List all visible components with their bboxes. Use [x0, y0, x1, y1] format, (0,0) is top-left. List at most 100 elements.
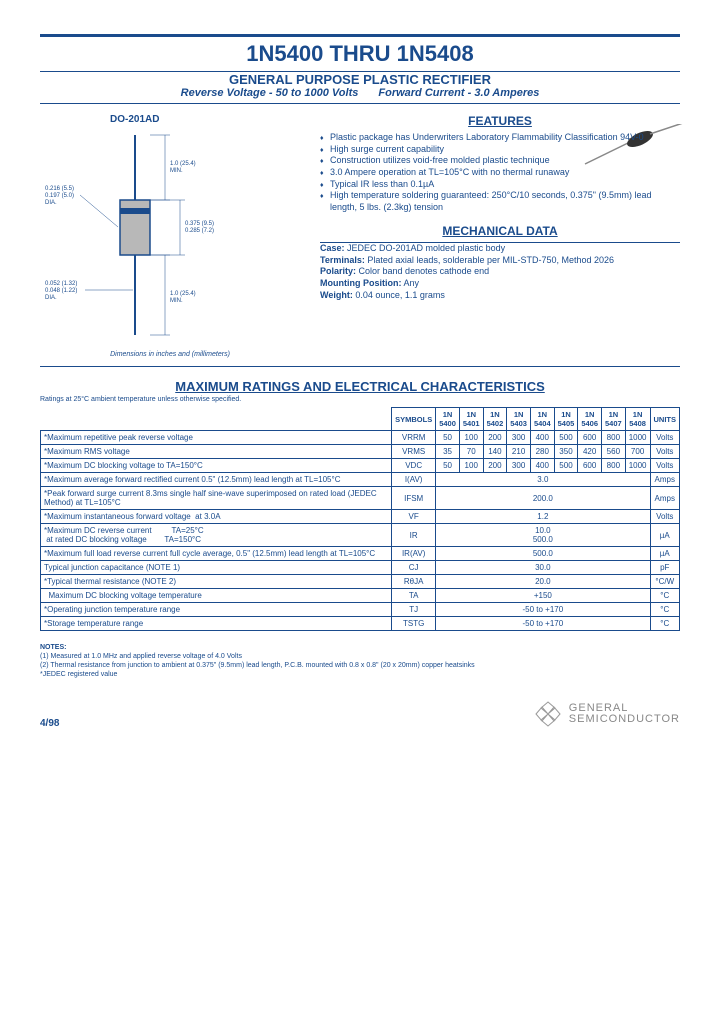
- value-cell: 500: [554, 459, 578, 473]
- feature-item: High temperature soldering guaranteed: 2…: [320, 190, 680, 213]
- value-cell: 1000: [625, 431, 650, 445]
- value-cell: 400: [530, 431, 554, 445]
- feature-item: Plastic package has Underwriters Laborat…: [320, 132, 680, 144]
- param-cell: *Operating junction temperature range: [41, 603, 392, 617]
- value-cell: 1000: [625, 459, 650, 473]
- polarity-label: Polarity:: [320, 266, 356, 276]
- column-header: 1N5408: [625, 408, 650, 431]
- unit-cell: °C: [650, 617, 680, 631]
- column-header: 1N5401: [459, 408, 483, 431]
- logo-text: GENERAL SEMICONDUCTOR: [569, 703, 680, 725]
- svg-text:0.052 (1.32): 0.052 (1.32): [45, 281, 77, 287]
- ratings-note: Ratings at 25°C ambient temperature unle…: [40, 396, 680, 403]
- column-header: 1N5403: [507, 408, 531, 431]
- mechanical-data: Case: JEDEC DO-201AD molded plastic body…: [320, 243, 680, 301]
- subtitle-rule: [40, 103, 680, 104]
- ratings-title: MAXIMUM RATINGS AND ELECTRICAL CHARACTER…: [40, 379, 680, 394]
- value-cell: 300: [507, 459, 531, 473]
- unit-cell: °C/W: [650, 575, 680, 589]
- value-cell: -50 to +170: [436, 603, 650, 617]
- symbol-cell: VRMS: [392, 445, 436, 459]
- symbol-cell: TSTG: [392, 617, 436, 631]
- symbol-cell: VDC: [392, 459, 436, 473]
- symbol-cell: IR: [392, 524, 436, 547]
- feature-item: Construction utilizes void-free molded p…: [320, 155, 680, 167]
- mounting-label: Mounting Position:: [320, 278, 401, 288]
- case-label: Case:: [320, 243, 345, 253]
- case-value: JEDEC DO-201AD molded plastic body: [347, 243, 505, 253]
- param-cell: *Peak forward surge current 8.3ms single…: [41, 487, 392, 510]
- svg-text:0.197 (5.0): 0.197 (5.0): [45, 193, 74, 199]
- note-line: (1) Measured at 1.0 MHz and applied reve…: [40, 652, 680, 661]
- forward-current: Forward Current - 3.0 Amperes: [378, 87, 539, 99]
- table-row: *Maximum DC reverse current TA=25°C at r…: [41, 524, 680, 547]
- table-header-row: SYMBOLS1N54001N54011N54021N54031N54041N5…: [41, 408, 680, 431]
- column-header: 1N5404: [530, 408, 554, 431]
- column-header: SYMBOLS: [392, 408, 436, 431]
- param-cell: *Maximum average forward rectified curre…: [41, 473, 392, 487]
- value-cell: 600: [578, 459, 602, 473]
- polarity-value: Color band denotes cathode end: [359, 266, 490, 276]
- footer: 4/98 GENERAL SEMICONDUCTOR: [40, 699, 680, 729]
- top-section: DO-201AD 1.0 (25.4) MIN. 0.375 (9.5) 0.2…: [40, 114, 680, 358]
- value-cell: 35: [436, 445, 460, 459]
- logo-line2: SEMICONDUCTOR: [569, 714, 680, 725]
- dimension-note: Dimensions in inches and (millimeters): [40, 351, 300, 358]
- svg-text:0.048 (1.22): 0.048 (1.22): [45, 288, 77, 294]
- table-row: *Peak forward surge current 8.3ms single…: [41, 487, 680, 510]
- terminals-label: Terminals:: [320, 255, 365, 265]
- notes-heading: NOTES:: [40, 644, 66, 651]
- value-cell: 100: [459, 431, 483, 445]
- value-cell: 100: [459, 459, 483, 473]
- value-cell: 210: [507, 445, 531, 459]
- svg-text:0.375 (9.5): 0.375 (9.5): [185, 221, 214, 227]
- table-row: Maximum DC blocking voltage temperatureT…: [41, 589, 680, 603]
- param-cell: *Maximum DC reverse current TA=25°C at r…: [41, 524, 392, 547]
- svg-text:MIN.: MIN.: [170, 168, 183, 174]
- svg-text:DIA.: DIA.: [45, 295, 57, 301]
- value-cell: 30.0: [436, 561, 650, 575]
- table-row: *Maximum DC blocking voltage to TA=150°C…: [41, 459, 680, 473]
- symbol-cell: CJ: [392, 561, 436, 575]
- package-diagram-col: DO-201AD 1.0 (25.4) MIN. 0.375 (9.5) 0.2…: [40, 114, 300, 358]
- company-logo: GENERAL SEMICONDUCTOR: [533, 699, 680, 729]
- mounting-value: Any: [404, 278, 420, 288]
- symbol-cell: TJ: [392, 603, 436, 617]
- terminals-value: Plated axial leads, solderable per MIL-S…: [367, 255, 614, 265]
- param-cell: *Maximum instantaneous forward voltage a…: [41, 510, 392, 524]
- value-cell: 50: [436, 459, 460, 473]
- notes-section: NOTES: (1) Measured at 1.0 MHz and appli…: [40, 643, 680, 679]
- value-cell: 500: [554, 431, 578, 445]
- unit-cell: °C: [650, 603, 680, 617]
- symbol-cell: RθJA: [392, 575, 436, 589]
- value-cell: 800: [602, 459, 626, 473]
- symbol-cell: IR(AV): [392, 547, 436, 561]
- column-header: 1N5406: [578, 408, 602, 431]
- value-cell: 50: [436, 431, 460, 445]
- package-diagram: 1.0 (25.4) MIN. 0.375 (9.5) 0.285 (7.2) …: [40, 130, 220, 340]
- date: 4/98: [40, 718, 59, 729]
- feature-item: Typical IR less than 0.1µA: [320, 179, 680, 191]
- table-row: *Maximum full load reverse current full …: [41, 547, 680, 561]
- param-cell: Typical junction capacitance (NOTE 1): [41, 561, 392, 575]
- unit-cell: Amps: [650, 473, 680, 487]
- svg-text:DIA.: DIA.: [45, 200, 57, 206]
- value-cell: 600: [578, 431, 602, 445]
- features-list: Plastic package has Underwriters Laborat…: [320, 132, 680, 214]
- param-cell: *Storage temperature range: [41, 617, 392, 631]
- value-cell: 200: [483, 459, 507, 473]
- title: 1N5400 THRU 1N5408: [40, 41, 680, 67]
- svg-text:0.216 (5.5): 0.216 (5.5): [45, 186, 74, 192]
- value-cell: 200.0: [436, 487, 650, 510]
- param-cell: Maximum DC blocking voltage temperature: [41, 589, 392, 603]
- value-cell: 800: [602, 431, 626, 445]
- value-cell: 3.0: [436, 473, 650, 487]
- param-cell: *Maximum DC blocking voltage to TA=150°C: [41, 459, 392, 473]
- param-cell: *Maximum repetitive peak reverse voltage: [41, 431, 392, 445]
- unit-cell: Amps: [650, 487, 680, 510]
- mid-rule: [40, 366, 680, 367]
- value-cell: -50 to +170: [436, 617, 650, 631]
- param-cell: *Typical thermal resistance (NOTE 2): [41, 575, 392, 589]
- mechanical-heading: MECHANICAL DATA: [320, 224, 680, 238]
- feature-item: 3.0 Ampere operation at TL=105°C with no…: [320, 167, 680, 179]
